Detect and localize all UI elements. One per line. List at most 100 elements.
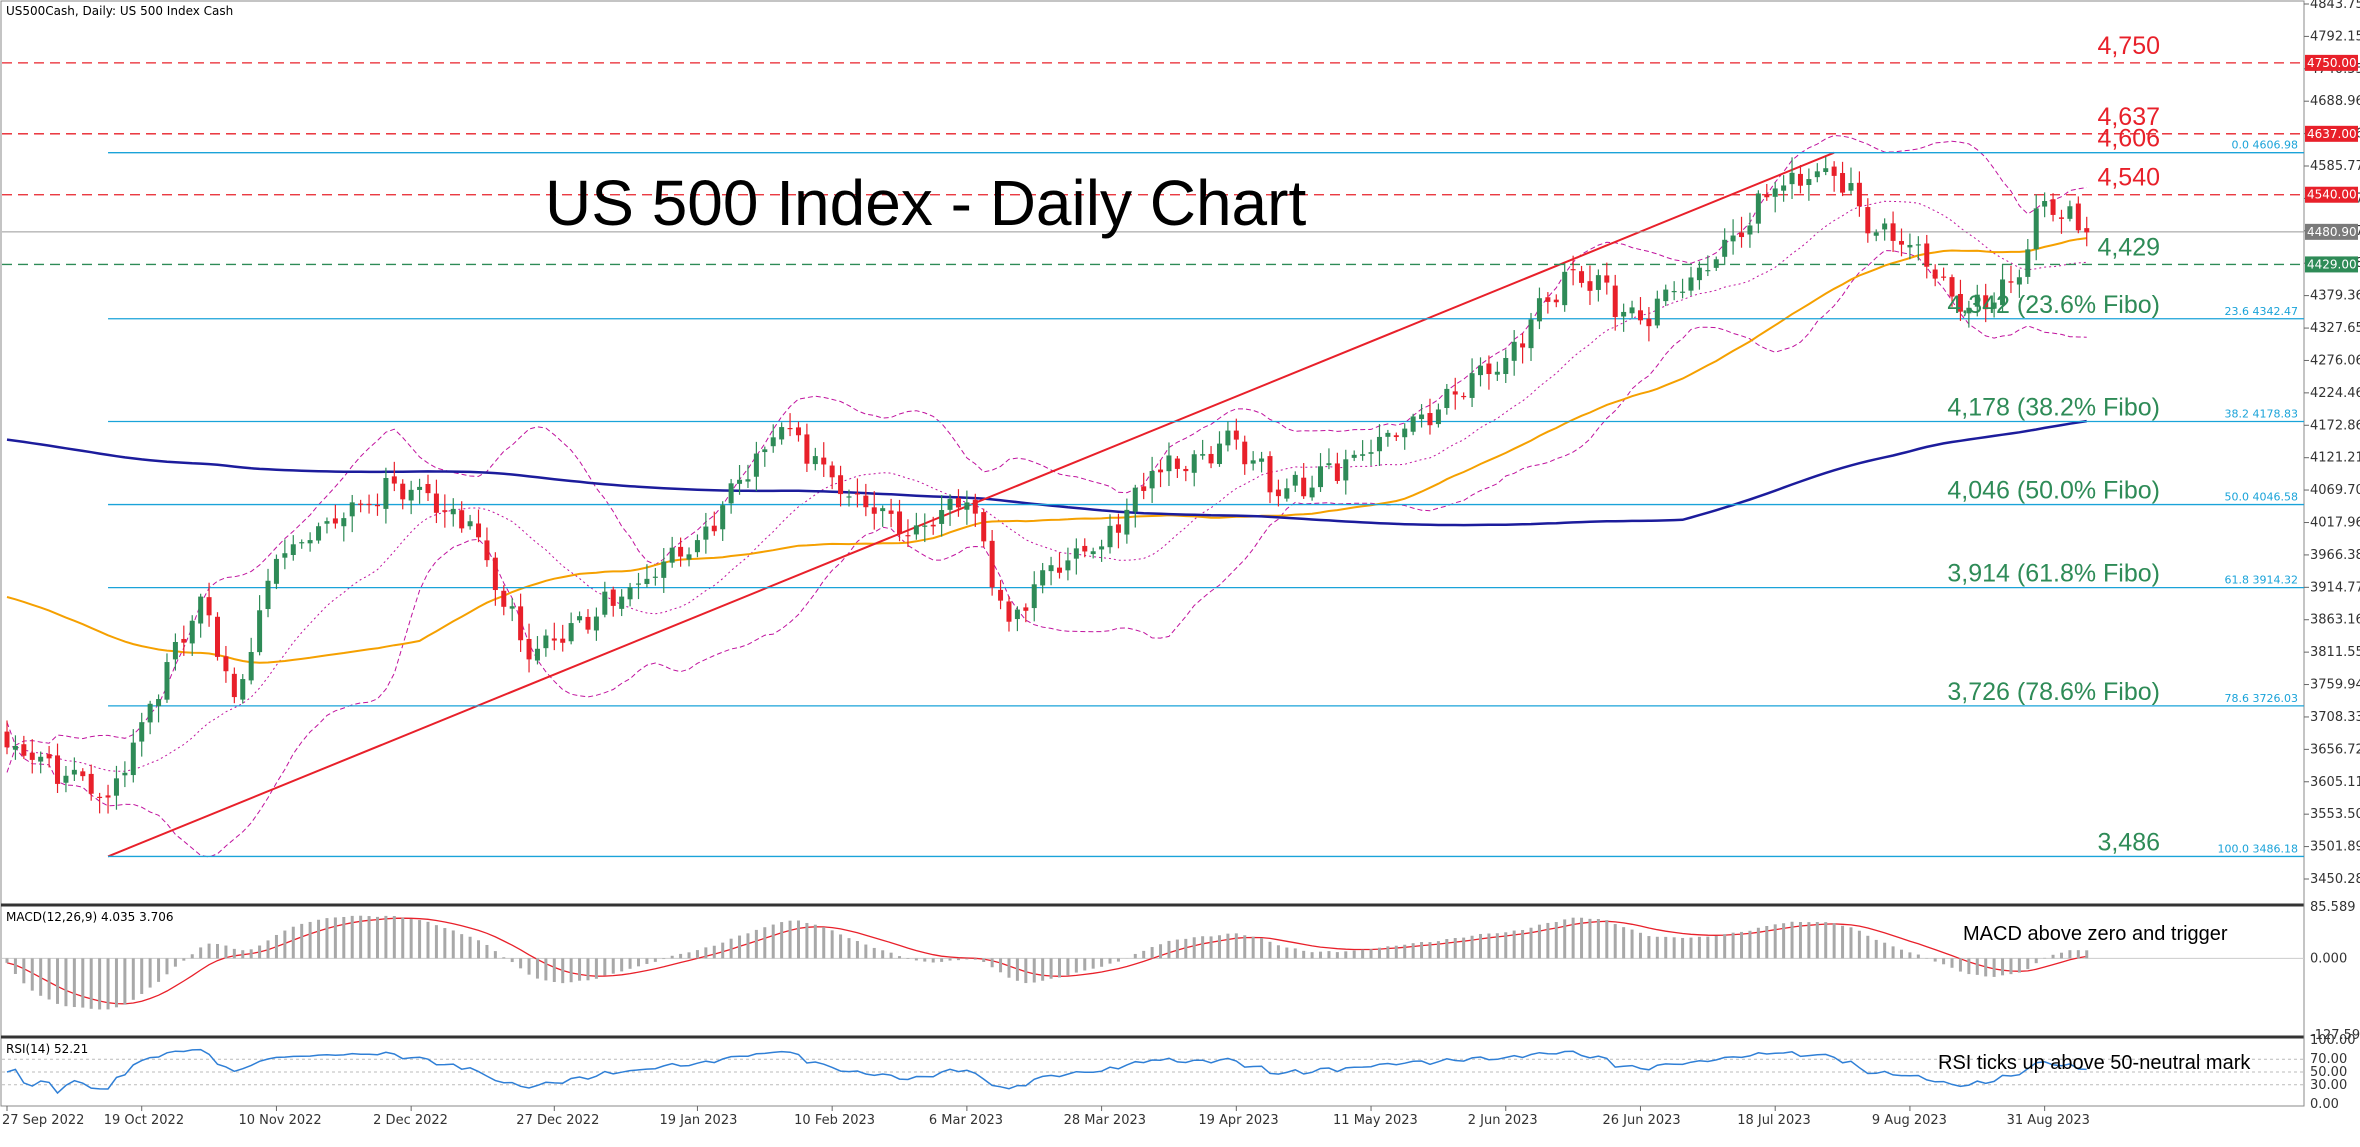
fib-level-label: 4,606 (2097, 125, 2160, 153)
candle-body (1856, 182, 1862, 207)
candle-body (433, 493, 439, 513)
candle-body (1351, 454, 1357, 458)
candle-body (1427, 413, 1433, 426)
candle-body (484, 540, 490, 561)
fib-level-label: 4,046 (50.0% Fibo) (1947, 477, 2160, 505)
candle-body (1663, 289, 1669, 302)
price-tick-label: 3553.50 (2310, 807, 2360, 822)
candle-body (720, 505, 726, 530)
candle-body (1612, 285, 1618, 318)
candle-body (307, 540, 313, 544)
candle-body (1132, 487, 1138, 512)
price-tick-label: 3863.16 (2310, 613, 2360, 628)
candle-body (1216, 443, 1222, 465)
candle-body (711, 525, 717, 532)
price-tick-label: 3759.94 (2310, 678, 2360, 693)
candle-body (678, 546, 684, 557)
date-tick-label: 19 Oct 2022 (104, 1113, 184, 1128)
candle-body (1435, 409, 1441, 425)
candle-body (1410, 416, 1416, 432)
candle-body (1747, 225, 1753, 235)
candle-body (450, 508, 456, 515)
candle-body (1823, 168, 1829, 172)
candle-body (1629, 307, 1635, 314)
macd-tick-label: 0.000 (2310, 951, 2347, 966)
candle-body (139, 722, 145, 742)
candle-body (332, 518, 338, 524)
candle-body (922, 525, 928, 527)
candle-body (1494, 371, 1500, 375)
candle-body (341, 518, 347, 527)
candle-body (795, 427, 801, 436)
candle-body (1343, 459, 1349, 481)
candle-body (728, 483, 734, 504)
candle-body (55, 755, 61, 784)
candle-body (1848, 183, 1854, 191)
candle-body (358, 503, 364, 505)
candle-body (46, 754, 52, 759)
candle-body (661, 561, 667, 578)
candle-body (1301, 477, 1307, 497)
candle-body (737, 479, 743, 484)
candle-body (1637, 310, 1643, 321)
candle-body (88, 773, 94, 794)
candle-body (964, 502, 970, 510)
candle-body (206, 597, 212, 616)
candle-body (560, 638, 566, 643)
candle-body (2033, 208, 2039, 250)
candle-body (1267, 456, 1273, 493)
rsi-tick-label: 30.00 (2310, 1078, 2347, 1093)
candle-body (122, 772, 128, 776)
candle-body (955, 498, 961, 508)
candle-body (534, 648, 540, 661)
candle-body (1680, 291, 1686, 293)
candle-body (1115, 524, 1121, 533)
candle-body (871, 507, 877, 514)
candle-body (1781, 185, 1787, 191)
price-tick-label: 3501.89 (2310, 840, 2360, 855)
candle-body (1191, 454, 1197, 473)
price-tick-label: 4069.70 (2310, 483, 2360, 498)
level-price-tag-text: 4540.00 (2307, 188, 2357, 202)
level-price-tag (2305, 125, 2358, 142)
candle-body (762, 449, 768, 453)
symbol-label: US500Cash, Daily: US 500 Index Cash (6, 4, 233, 18)
candle-body (1915, 244, 1921, 246)
candle-body (156, 699, 162, 707)
candle-body (1309, 487, 1315, 498)
candle-body (316, 526, 322, 541)
candle-body (282, 553, 288, 558)
candle-body (1579, 271, 1585, 283)
rsi-tick-label: 50.00 (2310, 1065, 2347, 1080)
candle-body (939, 509, 945, 524)
candle-body (694, 540, 700, 553)
candle-body (1671, 291, 1677, 293)
candle-body (1461, 395, 1467, 398)
candle-body (745, 479, 751, 482)
candle-body (391, 476, 397, 484)
date-tick-label: 6 Mar 2023 (929, 1113, 1003, 1128)
candle-body (1242, 441, 1248, 465)
candle-body (1233, 430, 1239, 440)
price-tick-label: 4688.96 (2310, 94, 2360, 109)
date-tick-label: 28 Mar 2023 (1064, 1113, 1146, 1128)
rsi-tick-label: 100.00 (2310, 1033, 2356, 1048)
date-tick-label: 11 May 2023 (1333, 1113, 1418, 1128)
candle-body (189, 620, 195, 644)
candle-body (240, 679, 246, 700)
candle-body (1200, 454, 1206, 456)
candle-body (1469, 373, 1475, 398)
candle-body (1511, 341, 1517, 361)
candle-body (2050, 199, 2056, 215)
date-tick-label: 27 Dec 2022 (516, 1113, 599, 1128)
candle-body (442, 510, 448, 512)
fib-ratio-label: 38.2 4178.83 (2225, 408, 2298, 421)
candle-body (215, 616, 220, 657)
candle-body (476, 523, 482, 538)
candle-body (585, 616, 591, 630)
candle-body (753, 453, 759, 477)
candle-body (366, 503, 372, 506)
candle-body (2000, 279, 2006, 306)
